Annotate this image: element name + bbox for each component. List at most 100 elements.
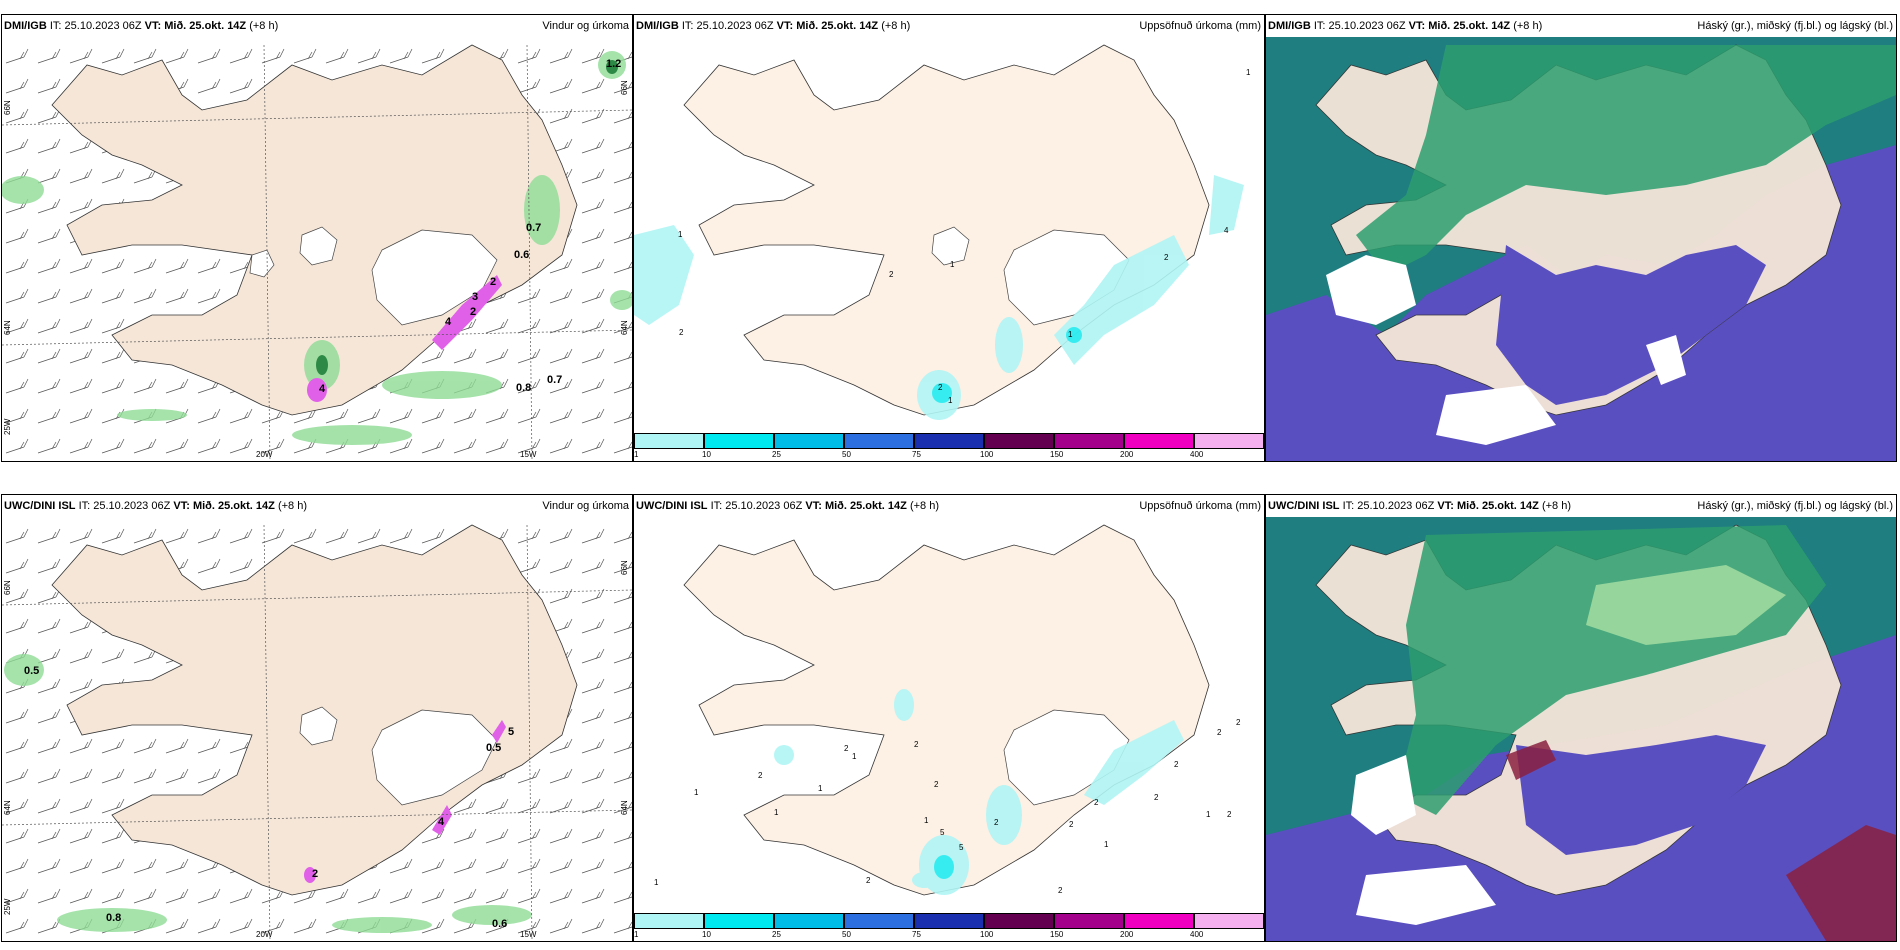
lat-label: 66N [3,580,12,595]
panel-title: UWC/DINI ISL IT: 25.10.2023 06Z VT: Mið.… [1268,500,1571,512]
precip-contours-medium [932,327,1082,403]
precip-color-legend: 1 10 25 50 75 100 150 200 400 [634,911,1264,941]
contour-value: 2 [866,876,871,885]
legend-swatch [1054,913,1124,929]
legend-tick: 400 [1190,930,1204,939]
panel-header: UWC/DINI ISL IT: 25.10.2023 06Z VT: Mið.… [1266,495,1896,517]
map-panel-uwc-precip: UWC/DINI ISL IT: 25.10.2023 06Z VT: Mið.… [633,494,1265,942]
legend-swatch [704,433,774,449]
legend-tick: 75 [912,930,921,939]
contour-value: 4 [1224,226,1229,235]
high-cloud-layer [1356,45,1896,275]
lat-label: 64N [3,320,12,335]
legend-swatch [774,913,844,929]
accumulated-precip-map: 2 2 2 1 1 1 2 1 2 5 2 2 2 1 2 2 2 1 2 2 … [654,524,1241,896]
lat-label: 66N [620,560,629,575]
clear-sky-patches [1351,755,1496,925]
precip-heavy-areas [307,60,618,402]
contour-value: 2 [1154,793,1159,802]
map-panel-uwc-wind: UWC/DINI ISL IT: 25.10.2023 06Z VT: Mið.… [1,494,633,942]
precip-value: 2 [470,306,476,318]
legend-tick: 150 [1050,930,1064,939]
product-label: Háský (gr.), miðský (fj.bl.) og lágský (… [1697,20,1893,32]
contour-value: 1 [694,788,699,797]
legend-tick: 200 [1120,930,1134,939]
map-panel-dmi-clouds: DMI/IGB IT: 25.10.2023 06Z VT: Mið. 25.o… [1265,14,1897,462]
contour-value: 2 [1217,728,1222,737]
contour-value: 2 [1094,798,1099,807]
contour-value: 2 [679,328,684,337]
panel-title: DMI/IGB IT: 25.10.2023 06Z VT: Mið. 25.o… [636,20,911,32]
panel-header: UWC/DINI ISL IT: 25.10.2023 06Z VT: Mið.… [2,495,632,517]
legend-tick: 100 [980,930,994,939]
contour-value: 2 [1174,760,1179,769]
legend-tick: 100 [980,450,994,459]
contour-value: 2 [1227,810,1232,819]
panel-header: DMI/IGB IT: 25.10.2023 06Z VT: Mið. 25.o… [2,15,632,37]
legend-tick: 50 [842,450,851,459]
contour-value: 1 [852,752,857,761]
low-cloud-over-land [1516,735,1766,855]
precip-value: 1.2 [606,58,621,70]
precip-value: 4 [319,383,326,395]
precip-value: 0.6 [514,249,529,261]
precip-value: 2 [312,868,318,880]
contour-value: 1 [1104,840,1109,849]
contour-value: 2 [934,780,939,789]
map-panel-uwc-clouds: UWC/DINI ISL IT: 25.10.2023 06Z VT: Mið.… [1265,494,1897,942]
legend-swatch [704,913,774,929]
precip-value: 3 [472,291,478,303]
contour-value: 1 [818,784,823,793]
product-label: Uppsöfnuð úrkoma (mm) [1139,500,1261,512]
lon-label: 20W [256,450,273,459]
precip-contours-medium [934,855,954,879]
contour-value: 1 [654,878,659,887]
panel-title: DMI/IGB IT: 25.10.2023 06Z VT: Mið. 25.o… [1268,20,1543,32]
legend-tick: 1 [634,450,639,459]
glacier-langjokull [299,226,338,266]
lon-label: 15W [520,930,537,939]
graticule [2,524,632,941]
product-label: Háský (gr.), miðský (fj.bl.) og lágský (… [1697,500,1893,512]
legend-swatch [984,913,1054,929]
lat-label: 66N [3,100,12,115]
legend-tick: 1 [634,930,639,939]
panel-header: DMI/IGB IT: 25.10.2023 06Z VT: Mið. 25.o… [634,15,1264,37]
legend-swatch [844,433,914,449]
contour-value: 5 [940,828,945,837]
lon-label: 15W [520,450,537,459]
cloud-cover-map [1266,495,1896,941]
contour-value: 2 [994,818,999,827]
glacier-langjokull [931,226,970,266]
glacier-vatnajokull [371,709,498,806]
legend-tick: 400 [1190,450,1204,459]
contour-value: 1 [1206,810,1211,819]
contour-value: 1 [774,808,779,817]
corner-label: 25W [3,898,12,915]
precip-value: 0.7 [547,374,562,386]
contour-value: 1 [924,816,929,825]
precip-value: 0.8 [106,912,121,924]
legend-tick: 10 [702,450,711,459]
legend-tick: 150 [1050,450,1064,459]
accumulated-precip-map: 1 4 2 2 1 2 1 2 1 1 [634,44,1251,420]
precip-value: 4 [438,816,445,828]
precip-green-areas [4,654,532,933]
precip-value: 0.5 [486,742,501,754]
wind-precip-map: 1.2 0.7 0.6 0.8 0.7 4 2 4 3 2 66N 64N 66… [2,15,632,461]
panel-title: UWC/DINI ISL IT: 25.10.2023 06Z VT: Mið.… [4,500,307,512]
legend-swatch [634,433,704,449]
product-label: Vindur og úrkoma [542,20,629,32]
contour-value: 5 [959,843,964,852]
corner-label: 25W [3,418,12,435]
legend-tick: 25 [772,930,781,939]
lat-label: 64N [3,800,12,815]
legend-swatch [1124,433,1194,449]
contour-value: 2 [1058,886,1063,895]
legend-tick: 200 [1120,450,1134,459]
contour-value: 1 [948,396,953,405]
precip-value: 0.6 [492,918,507,930]
glacier-vatnajokull [371,229,498,326]
map-panel-dmi-wind: DMI/IGB IT: 25.10.2023 06Z VT: Mið. 25.o… [1,14,633,462]
product-label: Vindur og úrkoma [542,500,629,512]
